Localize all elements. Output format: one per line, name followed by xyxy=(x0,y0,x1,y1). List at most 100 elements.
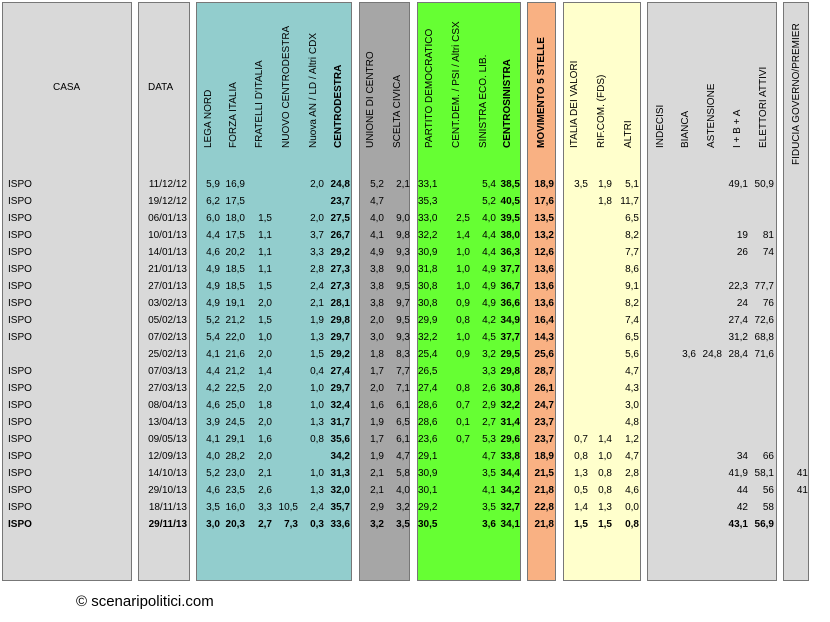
header-fratelli-italia: FRATELLI D'ITALIA xyxy=(254,60,265,148)
table-cell-iba: 31,2 xyxy=(728,332,748,343)
table-cell-sc: 9,0 xyxy=(396,213,410,224)
table-cell-csx: 36,6 xyxy=(500,298,520,309)
panel-data xyxy=(138,2,190,581)
table-cell-data: 29/10/13 xyxy=(148,485,187,496)
table-cell-pd: 33,1 xyxy=(418,179,438,190)
table-cell-fdi: 1,1 xyxy=(258,247,272,258)
table-cell-fdi: 1,5 xyxy=(258,281,272,292)
table-cell-fi: 17,5 xyxy=(225,230,245,241)
table-cell-m5s: 13,6 xyxy=(534,281,554,292)
table-cell-pd: 26,5 xyxy=(418,366,438,377)
table-cell-csx: 36,3 xyxy=(500,247,520,258)
table-cell-udc: 2,1 xyxy=(370,468,384,479)
table-cell-alt: 4,3 xyxy=(625,383,639,394)
table-cell-sc: 6,5 xyxy=(396,417,410,428)
table-cell-fi: 18,5 xyxy=(225,264,245,275)
header-unione-centro: UNIONE DI CENTRO xyxy=(365,51,376,148)
table-cell-casa: ISPO xyxy=(8,468,32,479)
table-cell-cd: 1,0 xyxy=(456,281,470,292)
table-cell-an: 0,8 xyxy=(310,434,324,445)
table-cell-rif: 1,5 xyxy=(598,519,612,530)
table-cell-udc: 2,1 xyxy=(370,485,384,496)
header-movimento-5-stelle: MOVIMENTO 5 STELLE xyxy=(536,37,547,148)
table-cell-fi: 20,2 xyxy=(225,247,245,258)
table-cell-ea: 72,6 xyxy=(754,315,774,326)
table-cell-fdi: 2,0 xyxy=(258,349,272,360)
table-cell-sc: 4,7 xyxy=(396,451,410,462)
table-cell-ln: 4,4 xyxy=(206,230,220,241)
table-cell-fdi: 1,5 xyxy=(258,213,272,224)
table-cell-an: 3,3 xyxy=(310,247,324,258)
table-cell-cdx: 35,7 xyxy=(330,502,350,513)
table-cell-alt: 9,1 xyxy=(625,281,639,292)
table-cell-cdx: 33,6 xyxy=(330,519,350,530)
table-cell-an: 2,0 xyxy=(310,213,324,224)
header-lega-nord: LEGA NORD xyxy=(203,89,214,148)
table-cell-csx: 32,2 xyxy=(500,400,520,411)
table-cell-data: 27/01/13 xyxy=(148,281,187,292)
table-cell-casa: ISPO xyxy=(8,383,32,394)
table-cell-data: 10/01/13 xyxy=(148,230,187,241)
table-row: ISPO 10/01/13 4,4 17,5 1,1 3,7 26,7 4,1 9,8 32,2 1… xyxy=(0,227,830,244)
table-cell-sel: 3,5 xyxy=(482,502,496,513)
table-cell-sc: 9,7 xyxy=(396,298,410,309)
table-cell-iba: 49,1 xyxy=(728,179,748,190)
table-cell-m5s: 21,8 xyxy=(534,485,554,496)
table-cell-pd: 30,9 xyxy=(418,468,438,479)
table-cell-cdx: 27,5 xyxy=(330,213,350,224)
table-row: ISPO 14/10/13 5,2 23,0 2,1 1,0 31,3 2,1 5,8 30,9 3… xyxy=(0,465,830,482)
table-cell-data: 14/10/13 xyxy=(148,468,187,479)
table-cell-pd: 29,9 xyxy=(418,315,438,326)
table-cell-pd: 25,4 xyxy=(418,349,438,360)
table-cell-casa: ISPO xyxy=(8,519,32,530)
table-cell-casa: ISPO xyxy=(8,417,32,428)
table-cell-sc: 9,5 xyxy=(396,281,410,292)
table-cell-ncd: 7,3 xyxy=(284,519,298,530)
table-cell-udc: 1,6 xyxy=(370,400,384,411)
table-cell-sel: 5,4 xyxy=(482,179,496,190)
header-nuova-an: Nuova AN / LD / Altri CDX xyxy=(308,32,319,148)
table-cell-fdi: 2,0 xyxy=(258,298,272,309)
table-cell-csx: 34,2 xyxy=(500,485,520,496)
header-casa: CASA xyxy=(53,82,81,93)
table-cell-udc: 4,0 xyxy=(370,213,384,224)
table-cell-pd: 32,2 xyxy=(418,230,438,241)
table-cell-ln: 4,1 xyxy=(206,434,220,445)
table-cell-m5s: 23,7 xyxy=(534,434,554,445)
table-cell-alt: 8,6 xyxy=(625,264,639,275)
table-cell-ln: 5,4 xyxy=(206,332,220,343)
header-partito-democratico: PARTITO DEMOCRATICO xyxy=(424,28,435,148)
table-cell-casa: ISPO xyxy=(8,281,32,292)
table-row: 25/02/13 4,1 21,6 2,0 1,5 29,2 1,8 8,3 25,4 0,9 3,… xyxy=(0,346,830,363)
table-cell-rif: 1,9 xyxy=(598,179,612,190)
table-cell-csx: 34,4 xyxy=(500,468,520,479)
table-cell-sel: 3,6 xyxy=(482,519,496,530)
table-cell-sel: 4,9 xyxy=(482,298,496,309)
table-cell-cd: 0,1 xyxy=(456,417,470,428)
table-cell-fi: 23,5 xyxy=(225,485,245,496)
table-cell-sc: 9,3 xyxy=(396,247,410,258)
table-cell-sc: 9,3 xyxy=(396,332,410,343)
table-cell-iba: 28,4 xyxy=(728,349,748,360)
table-cell-ln: 5,2 xyxy=(206,468,220,479)
table-cell-an: 2,0 xyxy=(310,179,324,190)
table-cell-sc: 7,7 xyxy=(396,366,410,377)
table-cell-fi: 29,1 xyxy=(225,434,245,445)
table-cell-udc: 3,8 xyxy=(370,264,384,275)
table-cell-m5s: 21,5 xyxy=(534,468,554,479)
table-cell-alt: 8,2 xyxy=(625,298,639,309)
table-cell-m5s: 23,7 xyxy=(534,417,554,428)
table-cell-casa: ISPO xyxy=(8,332,32,343)
table-cell-sc: 4,0 xyxy=(396,485,410,496)
table-cell-cdx: 28,1 xyxy=(330,298,350,309)
table-cell-udc: 1,8 xyxy=(370,349,384,360)
table-cell-fi: 21,6 xyxy=(225,349,245,360)
table-cell-cdx: 32,4 xyxy=(330,400,350,411)
table-cell-idv: 1,3 xyxy=(574,468,588,479)
table-cell-m5s: 26,1 xyxy=(534,383,554,394)
table-cell-udc: 4,9 xyxy=(370,247,384,258)
table-cell-csx: 34,9 xyxy=(500,315,520,326)
table-cell-udc: 4,1 xyxy=(370,230,384,241)
table-cell-iba: 41,9 xyxy=(728,468,748,479)
table-cell-csx: 30,8 xyxy=(500,383,520,394)
